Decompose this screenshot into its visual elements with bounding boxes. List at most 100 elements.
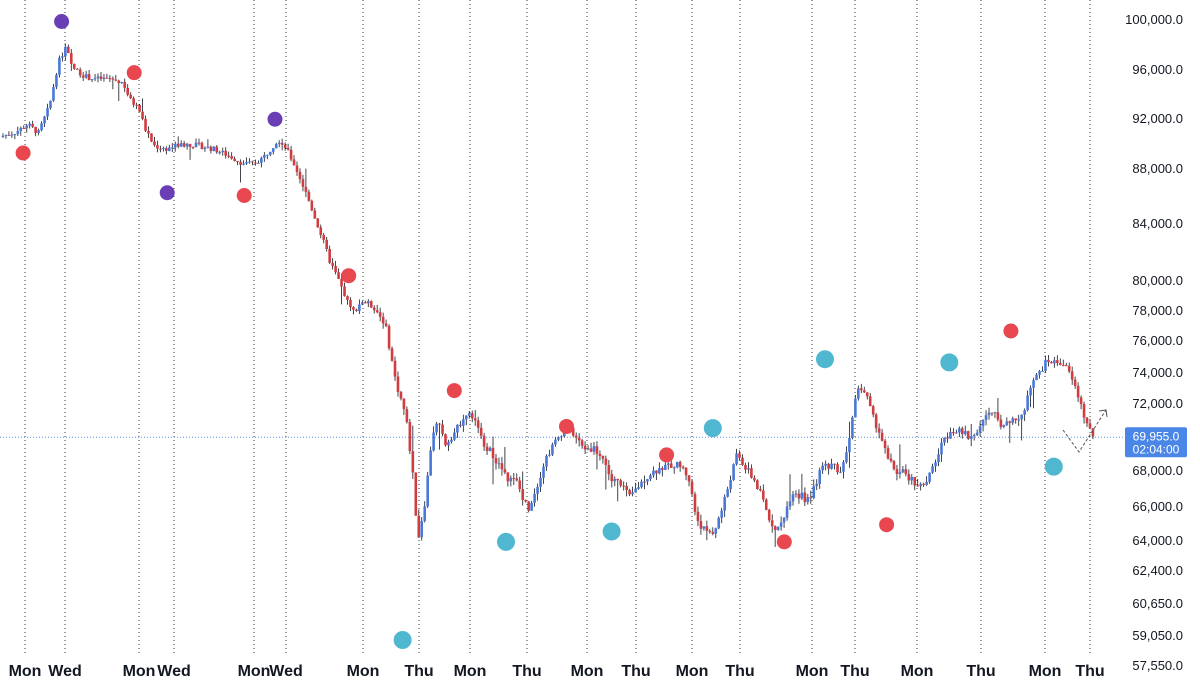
candle-up (536, 486, 539, 494)
candle-up (120, 81, 124, 84)
candle-down (393, 360, 397, 377)
candle-down (316, 218, 320, 228)
candle-up (266, 154, 269, 156)
candle-up (509, 477, 513, 482)
candle-down (369, 301, 373, 308)
candle-down (473, 418, 477, 421)
x-tick-label: Mon (571, 663, 604, 680)
candle-up (969, 436, 973, 439)
candle-up (848, 438, 851, 453)
candle-down (7, 134, 11, 136)
candle-up (545, 455, 548, 467)
candle-up (663, 464, 667, 470)
candle-up (830, 463, 833, 469)
candle-down (381, 316, 385, 324)
candle-up (435, 423, 438, 433)
candle-up (488, 447, 492, 451)
candle-up (963, 431, 967, 435)
x-tick-label: Mon (238, 663, 271, 680)
candle-down (862, 390, 866, 393)
y-tick-label: 60,650.0 (1132, 596, 1183, 611)
candle-down (773, 526, 777, 530)
candle-down (298, 171, 302, 180)
candle-down (889, 458, 893, 462)
candle-down (868, 396, 872, 407)
x-tick-label: Thu (512, 663, 541, 680)
y-tick-label: 100,000.0 (1125, 12, 1183, 27)
signal-marker (267, 111, 283, 127)
candle-down (459, 424, 462, 426)
candle-down (883, 440, 887, 449)
candle-up (539, 477, 542, 487)
y-tick-label: 84,000.0 (1132, 216, 1183, 231)
candle-down (289, 149, 293, 160)
candle-down (34, 126, 37, 134)
candle-down (836, 464, 839, 473)
candle-down (1064, 365, 1068, 367)
candle-up (58, 57, 61, 75)
x-tick-label: Wed (157, 663, 190, 680)
candle-down (770, 520, 774, 527)
candle-up (218, 152, 222, 154)
candle-down (595, 446, 599, 455)
candle-down (176, 143, 180, 147)
candle-down (1073, 379, 1077, 386)
candle-up (179, 143, 183, 147)
candle-up (937, 454, 940, 463)
candle-down (904, 469, 908, 475)
candle-up (560, 436, 563, 438)
signal-marker (236, 188, 252, 203)
x-tick-label: Mon (123, 663, 156, 680)
candle-up (194, 142, 198, 148)
candle-down (886, 448, 890, 459)
candle-up (170, 147, 174, 149)
candle-up (497, 463, 501, 465)
candle-down (372, 307, 376, 311)
candle-down (996, 412, 1000, 420)
candle-up (984, 415, 988, 420)
candle-up (25, 125, 29, 129)
signal-marker (159, 185, 175, 201)
candle-down (738, 453, 741, 458)
candle-up (958, 428, 961, 433)
candle-down (527, 501, 530, 511)
candle-up (637, 487, 640, 489)
candle-down (378, 312, 382, 317)
candle-down (1047, 359, 1050, 363)
y-tick-label: 92,000.0 (1132, 111, 1183, 126)
candle-down (304, 186, 308, 192)
candle-up (898, 472, 902, 474)
candle-up (453, 432, 456, 440)
x-tick-label: Mon (901, 663, 934, 680)
candle-up (548, 454, 551, 456)
candle-down (331, 262, 334, 266)
candle-down (491, 447, 495, 459)
candle-up (1032, 380, 1035, 388)
y-axis[interactable]: 100,000.0 96,000.0 92,000.0 88,000.0 84,000.… (1125, 12, 1183, 673)
candle-up (542, 466, 545, 478)
candle-down (1061, 364, 1065, 366)
candle-up (702, 526, 706, 529)
candle-up (928, 472, 931, 482)
candle-down (946, 437, 949, 439)
signal-marker (602, 522, 621, 541)
candle-up (257, 162, 260, 164)
y-tick-label: 68,000.0 (1132, 463, 1183, 478)
candle-up (652, 470, 655, 476)
candle-down (441, 424, 444, 435)
candle-down (352, 307, 355, 310)
candle-down (895, 469, 899, 474)
candle-down (960, 428, 964, 435)
candle-down (999, 419, 1003, 427)
projection-arrow (1062, 409, 1108, 453)
candle-down (78, 69, 82, 76)
candle-up (978, 426, 982, 433)
candle-up (456, 424, 459, 433)
candle-up (429, 450, 432, 476)
signal-marker (15, 145, 31, 161)
x-tick-label: Thu (404, 663, 433, 680)
candle-up (221, 150, 225, 153)
candle-down (337, 272, 340, 279)
